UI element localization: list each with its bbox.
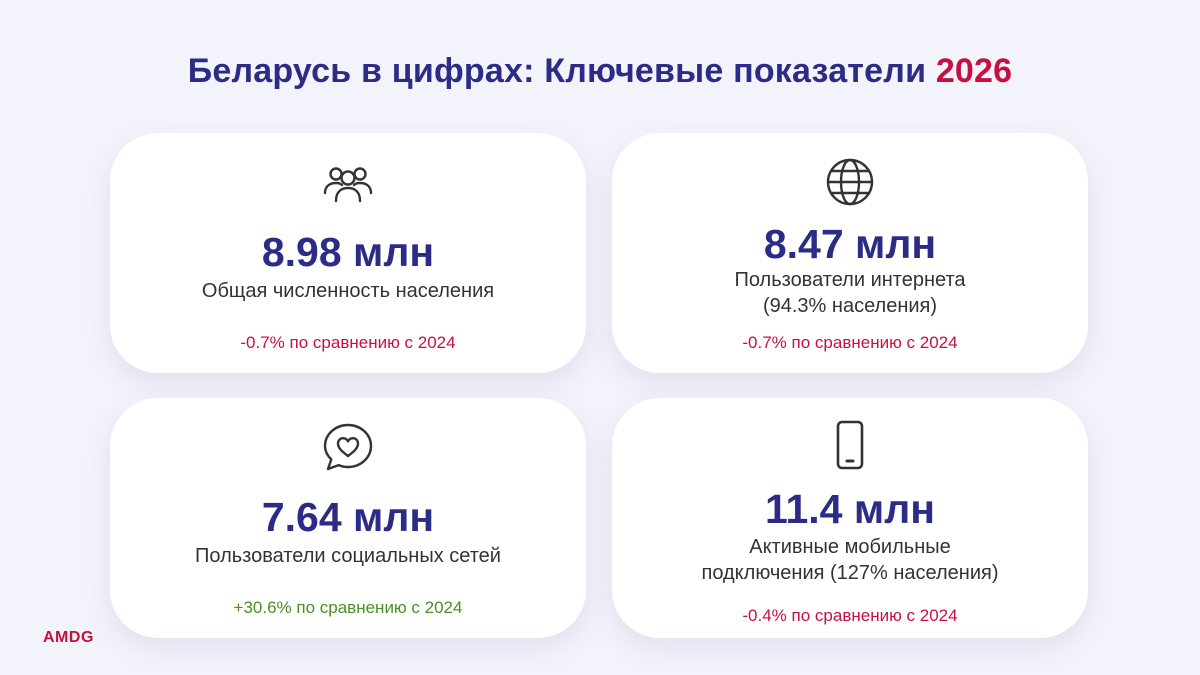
stat-change: +30.6% по сравнению с 2024 bbox=[233, 598, 463, 617]
smartphone-icon bbox=[822, 420, 878, 476]
stat-label-line1: Пользователи социальных сетей bbox=[195, 545, 501, 567]
title-main: Беларусь в цифрах: Ключевые показатели bbox=[187, 52, 936, 90]
globe-icon bbox=[822, 155, 878, 211]
title-year: 2026 bbox=[935, 52, 1013, 90]
stat-label: Пользователи социальных сетей bbox=[150, 543, 546, 569]
stat-change: -0.7% по сравнению с 2024 bbox=[240, 333, 456, 352]
stat-value: 11.4 млн bbox=[764, 486, 936, 532]
stat-label: Активные мобильные подключения (127% нас… bbox=[652, 534, 1048, 586]
stat-label-line2: (94.3% населения) bbox=[762, 295, 938, 317]
stat-change: -0.7% по сравнению с 2024 bbox=[742, 333, 958, 352]
stat-label: Общая численность населения bbox=[150, 278, 546, 304]
stat-value: 8.98 млн bbox=[261, 229, 435, 275]
page-title: Беларусь в цифрах: Ключевые показатели 2… bbox=[0, 52, 1200, 91]
stat-label-line1: Пользователи интернета bbox=[734, 269, 966, 291]
stat-label-line2: подключения (127% населения) bbox=[701, 562, 999, 584]
people-icon bbox=[320, 155, 376, 211]
stat-card-population: 8.98 млн Общая численность населения -0.… bbox=[110, 133, 586, 373]
stat-label: Пользователи интернета (94.3% населения) bbox=[652, 267, 1048, 319]
stat-label-line1: Активные мобильные bbox=[749, 536, 951, 558]
stat-change: -0.4% по сравнению с 2024 bbox=[742, 606, 958, 625]
stat-value: 8.47 млн bbox=[763, 221, 937, 267]
brand-logo: AMDG bbox=[43, 629, 94, 646]
stat-label-line1: Общая численность населения bbox=[201, 280, 495, 302]
stat-card-social: 7.64 млн Пользователи социальных сетей +… bbox=[110, 398, 586, 638]
stat-card-mobile: 11.4 млн Активные мобильные подключения … bbox=[612, 398, 1088, 638]
chat-heart-icon bbox=[320, 420, 376, 476]
stat-value: 7.64 млн bbox=[261, 494, 435, 540]
stat-card-internet: 8.47 млн Пользователи интернета (94.3% н… bbox=[612, 133, 1088, 373]
